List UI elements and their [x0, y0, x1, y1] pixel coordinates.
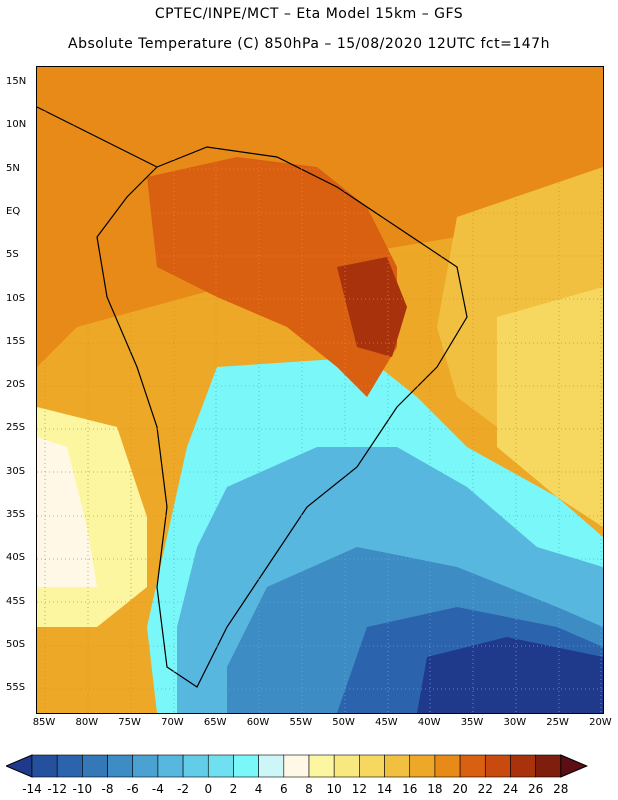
colorbar-segment	[384, 754, 411, 778]
colorbar-label: 0	[204, 782, 213, 796]
colorbar	[6, 754, 589, 778]
field-cold-darkest	[417, 637, 603, 713]
colorbar-label: 10	[326, 782, 342, 796]
latitude-label: EQ	[6, 205, 21, 217]
colorbar-segment	[132, 754, 159, 778]
central-america-outline	[37, 106, 158, 168]
longitude-label: 85W	[32, 717, 56, 728]
colorbar-segment	[359, 754, 385, 778]
longitude-label: 40W	[417, 717, 441, 728]
field-east-yellow	[497, 287, 603, 527]
colorbar-label: 24	[502, 782, 519, 796]
colorbar-segment	[207, 754, 234, 778]
latitude-label: 15N	[6, 76, 27, 87]
colorbar-label: 18	[427, 782, 443, 796]
colorbar-label: 28	[553, 782, 569, 796]
longitude-label: 70W	[161, 717, 184, 728]
colorbar-label: -4	[151, 782, 164, 796]
field-hot-core	[147, 157, 397, 397]
colorbar-segment	[258, 754, 285, 778]
latitude-label: 10N	[6, 119, 27, 131]
longitude-label: 60W	[246, 717, 270, 728]
colorbar-segment	[283, 754, 310, 778]
latitude-label: 40S	[6, 552, 26, 564]
colorbar-label: 12	[351, 782, 367, 796]
colorbar-label: -2	[177, 782, 190, 796]
longitude-label: 20W	[589, 717, 612, 728]
latitude-label: 5N	[6, 162, 20, 174]
colorbar-segment	[484, 754, 511, 778]
latitude-label: 50S	[6, 638, 26, 650]
colorbar-segment	[56, 754, 83, 778]
longitude-label: 35W	[460, 717, 484, 728]
colorbar-label: -12	[47, 782, 67, 796]
colorbar-segment	[182, 754, 209, 778]
south-america-outline	[96, 146, 468, 688]
colorbar-label: 16	[402, 782, 418, 796]
longitude-label: 75W	[118, 717, 141, 728]
colorbar-segment	[535, 754, 562, 778]
colorbar-segment	[233, 754, 259, 778]
colorbar-segment	[157, 754, 184, 778]
longitude-label: 30W	[503, 717, 527, 728]
longitude-label: 25W	[546, 717, 569, 728]
colorbar-label: -6	[126, 782, 139, 796]
latitude-label: 30S	[6, 465, 26, 477]
colorbar-label: 14	[376, 782, 393, 796]
latitude-label: 45S	[6, 595, 26, 607]
colorbar-label: -10	[72, 782, 93, 796]
colorbar-segment	[434, 754, 461, 778]
longitude-label: 65W	[203, 717, 227, 728]
temperature-map	[36, 66, 604, 714]
map-title: CPTEC/INPE/MCT – Eta Model 15km – GFS	[154, 6, 464, 22]
colorbar-underflow	[6, 754, 33, 778]
temperature-field	[37, 67, 603, 713]
colorbar-label: 6	[279, 782, 288, 796]
colorbar-segment	[31, 754, 58, 778]
latitude-label: 55S	[6, 682, 26, 694]
colorbar-segment	[82, 754, 108, 778]
latitude-label: 5S	[6, 249, 19, 261]
longitude-label: 80W	[75, 717, 99, 728]
colorbar-label: 20	[452, 782, 468, 796]
colorbar-label: 22	[477, 782, 493, 796]
colorbar-segment	[409, 754, 436, 778]
colorbar-label: -14	[22, 782, 42, 796]
colorbar-overflow	[560, 754, 589, 778]
latitude-label: 15S	[6, 335, 26, 347]
colorbar-label: -8	[101, 782, 114, 796]
field-hot-spot	[337, 257, 407, 357]
latitude-label: 25S	[6, 422, 26, 434]
latitude-label: 20S	[6, 379, 26, 391]
field-pacific-pale	[37, 437, 97, 587]
colorbar-segment	[308, 754, 335, 778]
longitude-label: 50W	[332, 717, 355, 728]
colorbar-label: 26	[527, 782, 544, 796]
colorbar-segment	[333, 754, 360, 778]
colorbar-label: 8	[305, 782, 313, 796]
colorbar-segment	[510, 754, 536, 778]
latitude-label: 35S	[6, 509, 26, 520]
longitude-label: 55W	[289, 717, 313, 728]
latitude-label: 10S	[6, 292, 26, 304]
colorbar-segment	[107, 754, 134, 778]
colorbar-label: 2	[229, 782, 238, 796]
map-subtitle: Absolute Temperature (C) 850hPa – 15/08/…	[68, 36, 550, 52]
colorbar-segment	[459, 754, 486, 778]
longitude-label: 45W	[375, 717, 398, 728]
colorbar-label: 4	[254, 782, 263, 796]
